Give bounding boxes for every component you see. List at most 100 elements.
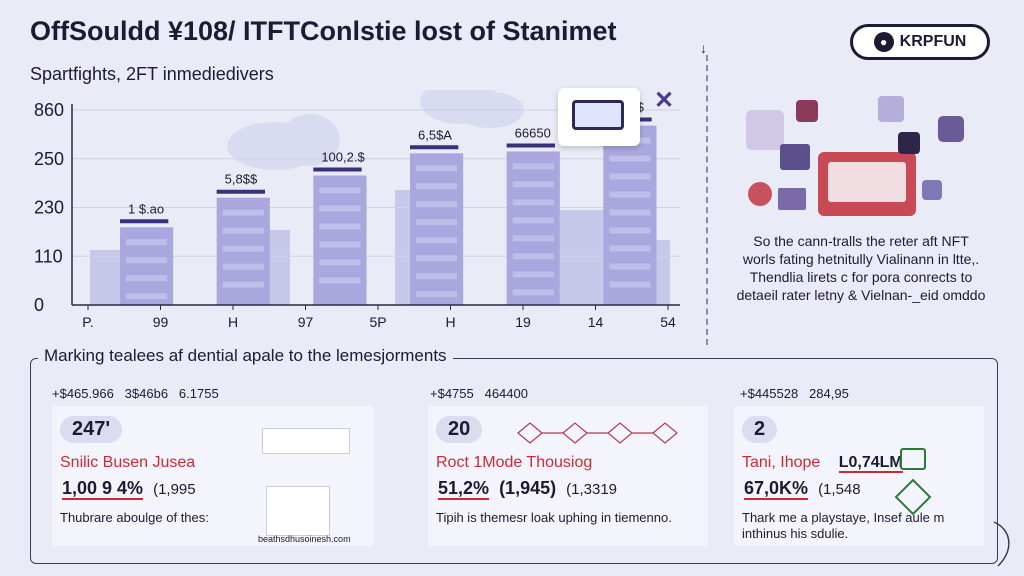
x-tick-label: 14 (588, 314, 604, 330)
y-tick-label: 860 (34, 100, 64, 120)
controller-icon: ● (873, 32, 894, 52)
card-3-label-extra: L0,74LM (838, 454, 903, 473)
gamepad-icon (796, 100, 818, 122)
bar-window (512, 217, 554, 224)
bar-window (222, 245, 264, 252)
bar-value-label: 66650 (515, 125, 551, 140)
x-tick-label: 54 (660, 314, 676, 330)
bar-window (222, 281, 264, 288)
card-1-stat-side: (1,995 (153, 481, 196, 498)
card-2[interactable]: 20 Roct 1Mode Thousiog 51,2% (1,945) (1,… (428, 406, 708, 546)
card-1-head-right: 6.1755 (178, 386, 219, 401)
card-2-pill: 20 (436, 416, 483, 443)
trophy-icon (748, 182, 772, 206)
bar-window (512, 253, 554, 260)
bar-window (609, 209, 651, 216)
card-1-video-thumb[interactable] (262, 428, 350, 454)
section-heading: Marking tealees af dential apale to the … (38, 346, 453, 366)
bar-window (512, 163, 554, 170)
bar-window (319, 259, 361, 266)
bar (313, 175, 367, 305)
card-3-label-main: Tani, Ihope (742, 454, 821, 471)
section-frame (30, 358, 998, 564)
bar-window (512, 199, 554, 206)
down-arrow-icon: ↓ (700, 40, 707, 56)
card-2-head-left: +$4755 (430, 386, 474, 401)
tablet-screen (572, 100, 624, 130)
card-1-pill: 247' (60, 416, 123, 443)
bar-window (319, 277, 361, 284)
y-tick-label: 0 (34, 295, 44, 315)
bar-value-label: 1 $.ao (128, 201, 164, 216)
bar-window (416, 183, 458, 190)
card-3-check-icon (900, 448, 926, 470)
side-description: So the cann-tralls the reter aft NFT wor… (736, 233, 986, 303)
bar-window (416, 237, 458, 244)
bar-value-label: 5,8$$ (225, 172, 258, 187)
bar-window (319, 205, 361, 212)
cloud-decoration (227, 90, 524, 170)
bar-window (416, 219, 458, 226)
page-subtitle: Spartfights, 2FT inmediedivers (30, 64, 274, 84)
bar-value-label: 100,2.$ (321, 150, 365, 165)
card-3-stats: 67,0K% (1,548 (744, 478, 861, 500)
bar-window (609, 281, 651, 288)
bar-window (319, 223, 361, 230)
bar-window (416, 291, 458, 298)
bar-window (319, 241, 361, 248)
bar-window (416, 273, 458, 280)
bar-window (126, 257, 168, 264)
brand-logo[interactable]: ● KRPFUN (850, 24, 990, 60)
card-1[interactable]: 247' Snilic Busen Jusea 1,00 9 4% (1,995… (52, 406, 374, 546)
card-3-pill: 2 (742, 416, 778, 443)
bar-window (609, 191, 651, 198)
card-1-head-mid: 3$46b6 (124, 386, 169, 401)
bar-window (126, 293, 168, 300)
card-3-description: Thark me a playstaye, Insef aule m inthi… (742, 510, 945, 541)
bar-window (512, 289, 554, 296)
card-2-label: Roct 1Mode Thousiog (436, 454, 593, 471)
x-tick-label: 19 (515, 314, 531, 330)
card-2-stat-main: 51,2% (438, 478, 490, 500)
card-3-label: Tani, Ihope L0,74LM (742, 454, 903, 473)
bar-window (609, 263, 651, 270)
swirl-decoration (993, 521, 1010, 567)
bar-window (609, 173, 651, 180)
card-1-description: Thubrare aboulge of thes: (60, 510, 209, 525)
close-icon[interactable]: ✕ (654, 87, 675, 114)
x-tick-label: H (445, 314, 455, 330)
card-1-header: +$465.966 3$46b6 6.1755 (52, 386, 219, 401)
bar-window (222, 209, 264, 216)
nft-icon (780, 144, 810, 170)
bar-window (609, 227, 651, 234)
bar-window (222, 227, 264, 234)
bar-chart: 1 $.ao5,8$$100,2.$6,5$A6665000.5$ 860250… (34, 90, 680, 330)
bar-window (416, 201, 458, 208)
bar-window (126, 239, 168, 246)
bar-window (222, 263, 264, 270)
y-tick-label: 250 (34, 149, 64, 169)
card-3[interactable]: 2 Tani, Ihope L0,74LM 67,0K% (1,548 Thar… (734, 406, 984, 546)
card-3-head-mid: 284,95 (809, 386, 849, 401)
bar-window (416, 255, 458, 262)
bar-window (512, 271, 554, 278)
card-1-screens-thumb (266, 486, 330, 536)
card-2-stat-side: (1,3319 (566, 481, 617, 498)
card-3-stat-side: (1,548 (818, 481, 861, 498)
tablet-illustration (558, 88, 640, 146)
bar-window (609, 155, 651, 162)
card-1-label: Snilic Busen Jusea (60, 454, 196, 471)
vertical-divider (706, 55, 708, 345)
photo-icon (746, 110, 784, 150)
x-tick-label: H (228, 314, 238, 330)
x-tick-label: 97 (298, 314, 314, 330)
card-3-head-left: +$445528 (740, 386, 799, 401)
card-1-stat-main: 1,00 9 4% (62, 478, 144, 500)
card-2-network-icons (517, 422, 678, 444)
bar-window (126, 275, 168, 282)
x-tick-label: 5P (369, 314, 386, 330)
chart-icon (878, 96, 904, 122)
card-1-footnote: beathsdhusoinesh.com (258, 534, 351, 544)
bar (410, 153, 464, 305)
bar-window (416, 165, 458, 172)
